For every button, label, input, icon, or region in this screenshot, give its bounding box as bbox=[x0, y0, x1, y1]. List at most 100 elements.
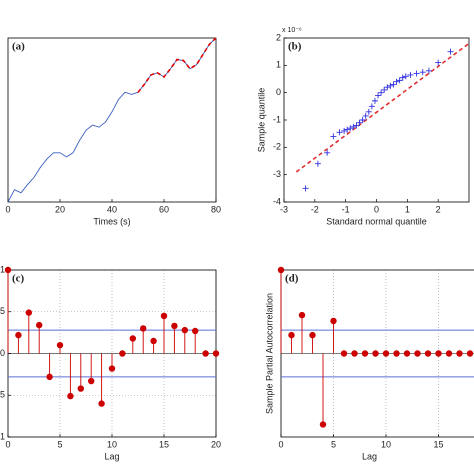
x-axis-label: Lag bbox=[104, 451, 119, 461]
stem-marker bbox=[202, 350, 209, 357]
point bbox=[359, 117, 366, 123]
point bbox=[324, 149, 331, 156]
stem-marker bbox=[77, 385, 85, 392]
y-tick-label: 1 bbox=[276, 60, 281, 70]
stem-marker bbox=[192, 327, 199, 335]
x-tick-label: 15 bbox=[433, 439, 443, 449]
point bbox=[384, 84, 391, 91]
x-tick-label: 2 bbox=[436, 204, 441, 214]
y-tick-label: -3 bbox=[273, 169, 281, 179]
stem-marker bbox=[309, 331, 316, 339]
stem-marker bbox=[466, 350, 474, 357]
stem-marker bbox=[212, 350, 220, 357]
x-tick-label: 0 bbox=[5, 204, 10, 214]
point bbox=[381, 86, 388, 93]
panel: 0 5 10 15 Lag Sample Partial Autocorrelation (… bbox=[264, 266, 474, 461]
stem-marker bbox=[319, 421, 327, 428]
stem-marker bbox=[361, 350, 369, 357]
point bbox=[371, 97, 378, 104]
y-tick-label: 1 bbox=[0, 264, 5, 274]
panel: 0 20 40 60 80 Times (s) (a) bbox=[5, 37, 221, 226]
stem-marker bbox=[403, 350, 411, 357]
stem-marker bbox=[46, 373, 53, 381]
stem-marker bbox=[424, 350, 432, 357]
point bbox=[353, 122, 360, 129]
point bbox=[347, 125, 354, 132]
x-tick-label: 0 bbox=[374, 204, 379, 214]
stem-marker bbox=[372, 350, 379, 357]
x-tick-label: 10 bbox=[381, 439, 391, 449]
point bbox=[419, 69, 426, 76]
x-tick-label: 5 bbox=[57, 439, 62, 449]
point bbox=[378, 89, 385, 96]
stem-marker bbox=[150, 337, 157, 345]
panel-label: (a) bbox=[12, 41, 25, 53]
x-axis-label: Lag bbox=[362, 451, 377, 461]
x-tick-label: 20 bbox=[55, 204, 65, 214]
x-tick-label: 10 bbox=[107, 439, 117, 449]
stem-marker bbox=[435, 350, 442, 357]
y-tick-label: -1 bbox=[0, 431, 5, 441]
point bbox=[402, 73, 409, 80]
point bbox=[447, 48, 454, 55]
stem-marker bbox=[288, 331, 295, 339]
axes-box bbox=[283, 37, 470, 203]
y-tick-label: 0.5 bbox=[0, 306, 5, 316]
x-axis-label: Standard normal quantile bbox=[326, 216, 427, 226]
stem-marker bbox=[15, 331, 22, 339]
y-tick-label: 0 bbox=[276, 87, 281, 97]
panel-label: (c) bbox=[12, 273, 25, 285]
stem-marker bbox=[140, 325, 147, 332]
y-axis-label: Sample Partial Autocorrelation bbox=[264, 293, 274, 414]
stem-marker bbox=[181, 326, 188, 334]
panel-label: (d) bbox=[285, 273, 299, 285]
y-tick-label: -0.5 bbox=[0, 390, 5, 400]
point bbox=[344, 126, 351, 133]
stem-marker bbox=[171, 322, 178, 330]
stem-marker bbox=[393, 350, 400, 357]
point bbox=[356, 119, 363, 126]
line-series bbox=[7, 37, 217, 203]
point bbox=[314, 160, 321, 167]
y-tick-label: 2 bbox=[276, 32, 281, 42]
point bbox=[425, 67, 432, 74]
x-tick-label: -2 bbox=[311, 204, 319, 214]
point bbox=[362, 112, 369, 119]
x-tick-label: 20 bbox=[211, 439, 221, 449]
y-tick-label: -1 bbox=[273, 114, 281, 124]
stem-marker bbox=[129, 335, 136, 342]
line-series bbox=[137, 37, 217, 93]
point bbox=[302, 185, 309, 192]
x-tick-label: -3 bbox=[280, 204, 288, 214]
stem-marker bbox=[414, 350, 421, 357]
point bbox=[387, 82, 394, 89]
point bbox=[399, 74, 406, 81]
stem-marker bbox=[36, 321, 43, 329]
point bbox=[396, 77, 403, 84]
y-tick-label: -2 bbox=[273, 142, 281, 152]
x-tick-label: 40 bbox=[107, 204, 117, 214]
stem-marker bbox=[351, 350, 358, 357]
stem-marker bbox=[330, 317, 337, 325]
x-tick-label: 0 bbox=[278, 439, 283, 449]
stem-marker bbox=[25, 309, 32, 316]
point bbox=[341, 127, 348, 134]
stem-marker bbox=[88, 377, 95, 385]
point bbox=[435, 59, 442, 66]
point bbox=[336, 129, 343, 136]
point bbox=[393, 78, 400, 85]
stem-marker bbox=[4, 266, 12, 274]
x-tick-label: 0 bbox=[5, 439, 10, 449]
stem-marker bbox=[277, 266, 285, 274]
panel: 0 5 10 15 20 -1 -0.5 0 0.5 1 Lag (c) bbox=[0, 264, 221, 461]
point bbox=[375, 92, 382, 99]
point bbox=[330, 133, 337, 140]
stem-marker bbox=[56, 341, 64, 349]
point bbox=[413, 70, 420, 77]
stem-marker bbox=[98, 400, 105, 407]
point bbox=[407, 71, 414, 78]
y-tick-label: -4 bbox=[273, 196, 281, 206]
point bbox=[368, 103, 375, 110]
